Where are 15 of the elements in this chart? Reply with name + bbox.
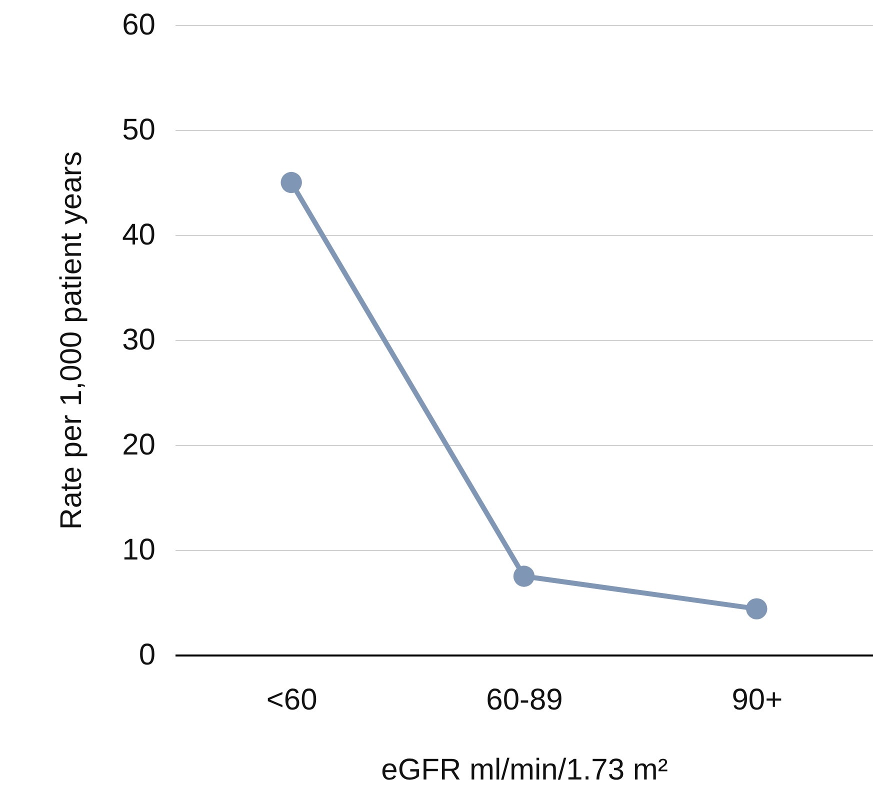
y-tick-label: 0 <box>138 638 156 672</box>
x-axis-title: eGFR ml/min/1.73 m² <box>381 754 668 786</box>
x-tick-label: <60 <box>266 684 318 716</box>
point <box>280 172 302 194</box>
y-tick-label: 50 <box>122 114 156 146</box>
y-tick-label: 40 <box>122 218 156 252</box>
point <box>746 598 768 620</box>
x-tick-label: 60-89 <box>486 684 563 716</box>
y-tick-label: 30 <box>122 324 156 356</box>
y-tick-label: 10 <box>122 534 156 566</box>
point <box>513 566 535 587</box>
x-tick-label: 90+ <box>732 684 783 716</box>
y-axis-title: Rate per 1,000 patient years <box>55 151 88 530</box>
y-tick-label: 60 <box>122 8 156 42</box>
y-tick-label: 20 <box>122 428 156 462</box>
